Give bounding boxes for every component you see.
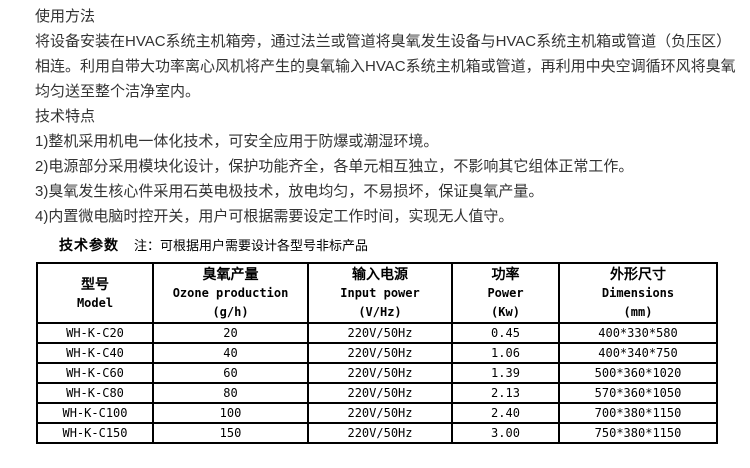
header-cn: 外形尺寸 <box>610 266 666 282</box>
table-cell: 20 <box>152 322 309 344</box>
table-cell: 2.13 <box>451 382 560 404</box>
header-unit: (Kw) <box>491 305 520 319</box>
header-cn: 输入电源 <box>352 266 408 282</box>
table-cell: WH-K-C40 <box>36 342 154 364</box>
header-unit: (mm) <box>623 305 653 319</box>
table-row: WH-K-C60 60 220V/50Hz 1.39 500*360*1020 <box>36 362 718 384</box>
feature-item-4: 4)内置微电脑时控开关，用户可根据需要设定工作时间，实现无人值守。 <box>35 208 514 225</box>
parameters-note: 注：可根据用户需要设计各型号非标产品 <box>134 238 369 253</box>
table-cell: 400*340*750 <box>558 342 718 364</box>
table-cell: 150 <box>152 422 309 444</box>
table-cell: 60 <box>152 362 309 384</box>
header-cn: 臭氧产量 <box>202 266 259 282</box>
table-cell: WH-K-C20 <box>36 322 154 344</box>
table-cell: 220V/50Hz <box>307 422 453 444</box>
table-cell: 1.06 <box>451 342 560 364</box>
table-cell: 0.45 <box>451 322 560 344</box>
table-cell: 220V/50Hz <box>307 322 453 344</box>
header-unit: (g/h) <box>212 305 249 319</box>
table-header-row: 型号 Model 臭氧产量 Ozone production (g/h) 输入电… <box>36 262 718 324</box>
header-cn: 功率 <box>491 266 520 282</box>
header-en: Model <box>76 295 114 310</box>
table-row: WH-K-C40 40 220V/50Hz 1.06 400*340*750 <box>36 342 718 364</box>
table-cell: 220V/50Hz <box>307 402 453 424</box>
table-cell: 570*360*1050 <box>558 382 718 404</box>
table-cell: 2.40 <box>451 402 560 424</box>
table-cell: 100 <box>152 402 309 424</box>
table-cell: 220V/50Hz <box>307 382 453 404</box>
table-cell: 750*380*1150 <box>558 422 718 444</box>
table-cell: 1.39 <box>451 362 560 384</box>
header-en: Input power <box>340 286 420 300</box>
table-row: WH-K-C80 80 220V/50Hz 2.13 570*360*1050 <box>36 382 718 404</box>
header-cell-dimensions: 外形尺寸 Dimensions (mm) <box>558 262 718 324</box>
table-cell: 220V/50Hz <box>307 362 453 384</box>
spec-table-body: WH-K-C20 20 220V/50Hz 0.45 400*330*580 WH-K-C… <box>36 322 718 444</box>
table-row: WH-K-C150 150 220V/50Hz 3.00 750*380*1150 <box>36 422 718 444</box>
header-cell-model: 型号 Model <box>36 262 154 324</box>
table-cell: 40 <box>152 342 309 364</box>
header-unit: (V/Hz) <box>358 305 402 319</box>
spec-table: 型号 Model 臭氧产量 Ozone production (g/h) 输入电… <box>36 262 718 444</box>
table-cell: WH-K-C80 <box>36 382 154 404</box>
table-cell: WH-K-C150 <box>36 422 154 444</box>
header-en: Power <box>487 286 524 300</box>
table-cell: 220V/50Hz <box>307 342 453 364</box>
header-en: Dimensions <box>601 286 675 300</box>
header-cell-power: 功率 Power (Kw) <box>451 262 560 324</box>
table-cell: 500*360*1020 <box>558 362 718 384</box>
table-cell: WH-K-C100 <box>36 402 154 424</box>
features-section-title: 技术特点 <box>35 108 96 125</box>
feature-item-2: 2)电源部分采用模块化设计，保护功能齐全，各单元相互独立，不影响其它组体正常工作… <box>35 158 634 175</box>
header-cn: 型号 <box>81 275 109 292</box>
header-cell-ozone-production: 臭氧产量 Ozone production (g/h) <box>152 262 309 324</box>
feature-item-3: 3)臭氧发生核心件采用石英电极技术，放电均匀，不易损坏，保证臭氧产量。 <box>35 183 544 200</box>
document-page: 使用方法 将设备安装在HVAC系统主机箱旁，通过法兰或管道将臭氧发生设备与HVA… <box>35 8 740 444</box>
usage-section-title: 使用方法 <box>35 8 96 25</box>
header-cell-input-power: 输入电源 Input power (V/Hz) <box>307 262 453 324</box>
table-row: WH-K-C100 100 220V/50Hz 2.40 700*380*1150 <box>36 402 718 424</box>
table-cell: WH-K-C60 <box>36 362 154 384</box>
header-en: Ozone production <box>172 286 289 300</box>
table-cell: 400*330*580 <box>558 322 718 344</box>
parameters-title: 技术参数 <box>59 237 119 253</box>
table-row: WH-K-C20 20 220V/50Hz 0.45 400*330*580 <box>36 322 718 344</box>
table-cell: 700*380*1150 <box>558 402 718 424</box>
usage-body-paragraph: 将设备安装在HVAC系统主机箱旁，通过法兰或管道将臭氧发生设备与HVAC系统主机… <box>35 33 736 100</box>
parameters-heading: 技术参数 注：可根据用户需要设计各型号非标产品 <box>59 233 740 257</box>
table-cell: 80 <box>152 382 309 404</box>
feature-item-1: 1)整机采用机电一体化技术，可安全应用于防爆或潮湿环境。 <box>35 133 439 150</box>
table-cell: 3.00 <box>451 422 560 444</box>
